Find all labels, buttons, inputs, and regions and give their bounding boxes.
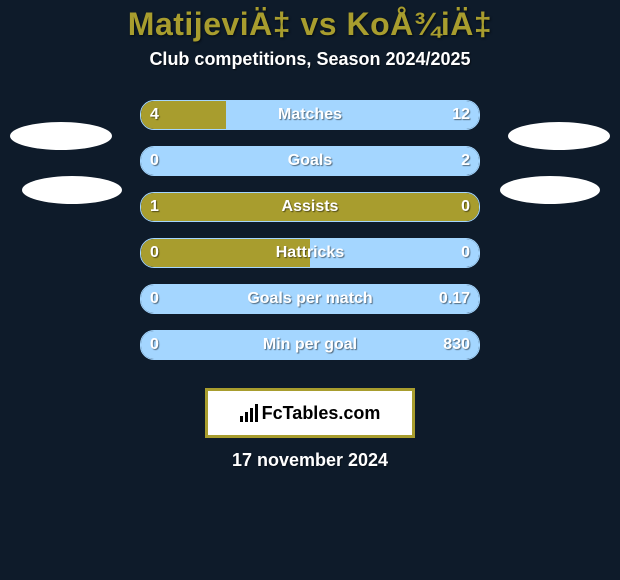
stat-row: 0830Min per goal bbox=[0, 330, 620, 376]
bar-chart-icon bbox=[240, 404, 258, 422]
stat-label: Matches bbox=[140, 100, 480, 130]
stat-label: Goals bbox=[140, 146, 480, 176]
footer-logo: FcTables.com bbox=[205, 388, 415, 438]
stat-label: Assists bbox=[140, 192, 480, 222]
logo-text: FcTables.com bbox=[262, 403, 381, 424]
player-ellipse bbox=[500, 176, 600, 204]
footer-date: 17 november 2024 bbox=[0, 450, 620, 471]
stat-row: 00Hattricks bbox=[0, 238, 620, 284]
player-ellipse bbox=[10, 122, 112, 150]
page-title: MatijeviÄ‡ vs KoÅ¾iÄ‡ bbox=[0, 0, 620, 43]
player-ellipse bbox=[508, 122, 610, 150]
stat-row: 00.17Goals per match bbox=[0, 284, 620, 330]
page-subtitle: Club competitions, Season 2024/2025 bbox=[0, 49, 620, 70]
comparison-infographic: MatijeviÄ‡ vs KoÅ¾iÄ‡ Club competitions,… bbox=[0, 0, 620, 580]
stat-label: Hattricks bbox=[140, 238, 480, 268]
stat-label: Goals per match bbox=[140, 284, 480, 314]
stat-label: Min per goal bbox=[140, 330, 480, 360]
player-ellipse bbox=[22, 176, 122, 204]
